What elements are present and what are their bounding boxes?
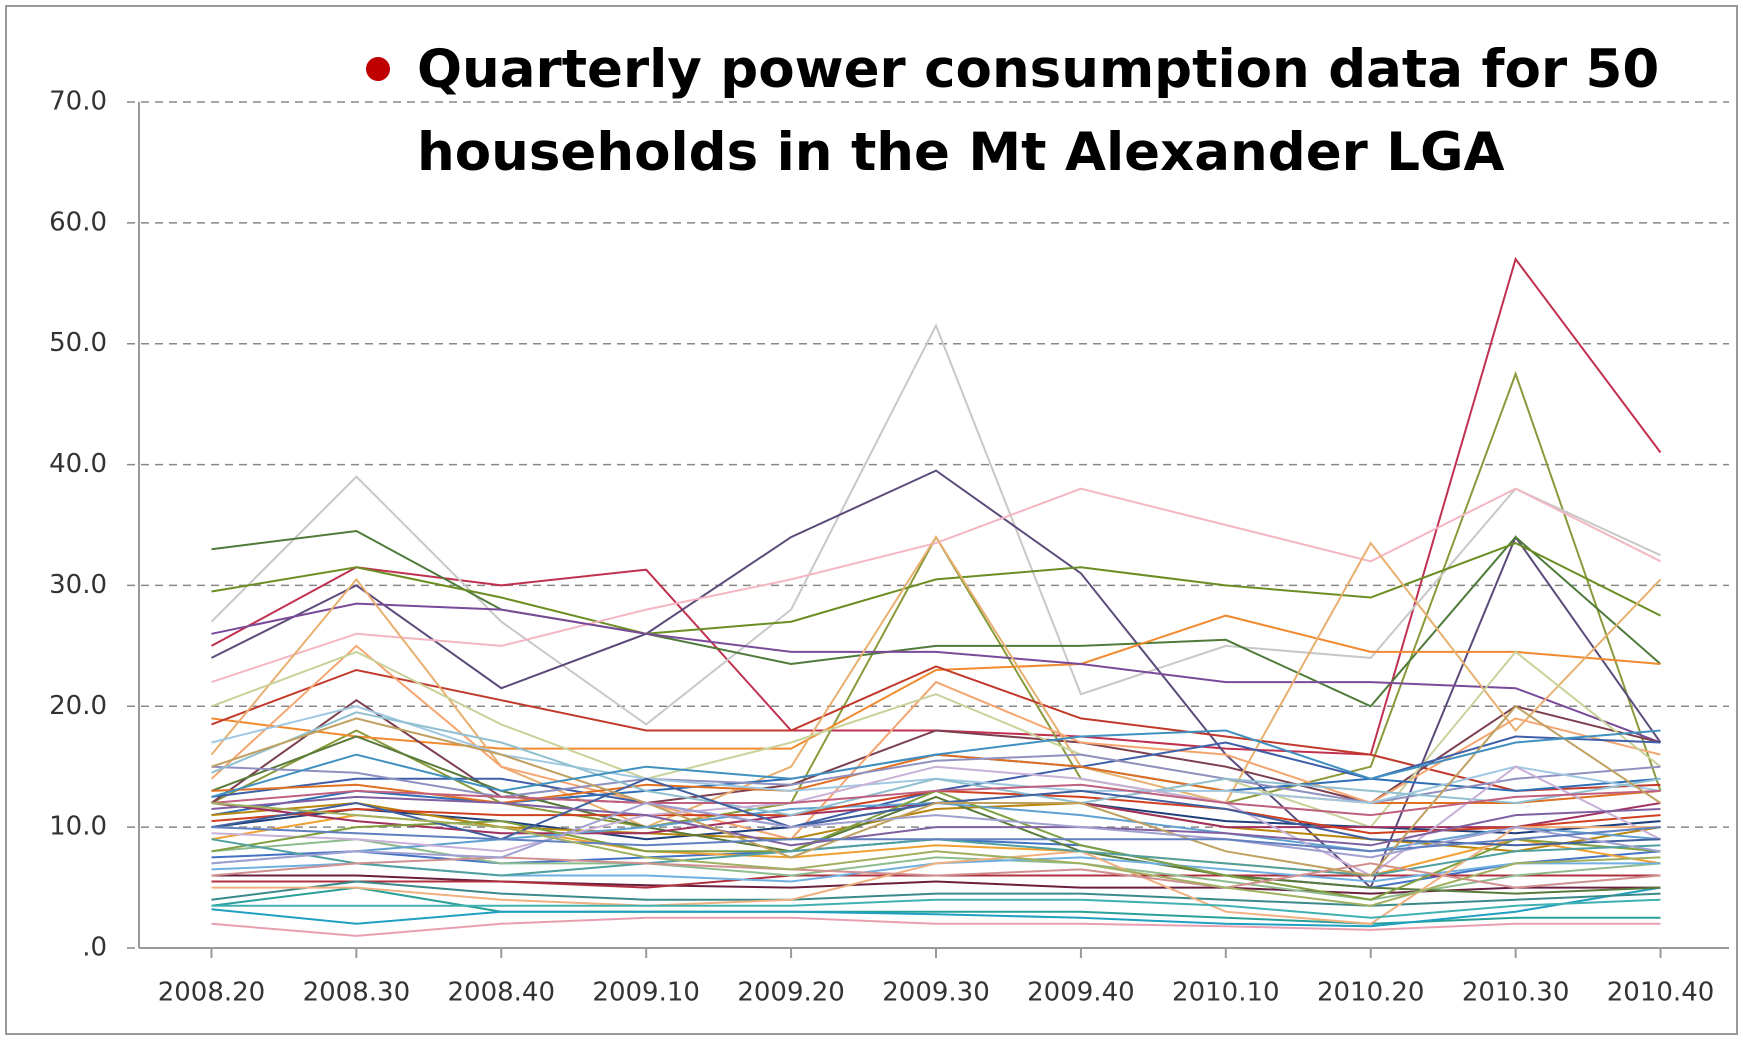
x-tick-label: 2010.40 [1607,978,1715,1008]
series-line [210,323,1661,726]
series-line [211,765,1661,877]
chart-frame [5,5,1738,1035]
bullet [366,57,390,81]
series-line [211,614,1661,750]
y-tick-label: 10.0 [49,812,107,842]
series-line [210,535,1662,829]
y-tick-label: 30.0 [49,570,107,600]
y-tick-label: 50.0 [49,328,107,358]
series-line [211,704,1662,877]
series-line [211,826,1661,853]
series-line [211,783,1661,817]
series-line [211,256,1662,756]
series-line [210,644,1661,841]
x-tick-label: 2010.30 [1462,978,1570,1008]
y-tick-label: 40.0 [49,449,107,479]
series-line [211,916,1661,937]
y-tick-label: 20.0 [49,691,107,721]
series-line [211,729,1661,798]
series-line [211,711,1661,817]
y-tick-label: 70.0 [49,87,107,117]
x-tick-label: 2009.10 [592,978,700,1008]
series-line [211,802,1661,835]
x-tick-label: 2009.20 [737,978,845,1008]
series-line [211,542,1661,635]
series-line [211,650,1662,829]
x-tick-label: 2008.20 [158,978,266,1008]
series-line [211,370,1662,829]
y-tick-label: 60.0 [49,207,107,237]
series-line [211,735,1661,895]
series-line [211,856,1661,889]
series-line [210,698,1661,805]
series-line [211,802,1661,907]
series-line [211,602,1661,744]
series-line [211,529,1662,708]
x-tick-label: 2010.20 [1317,978,1425,1008]
chart-title: Quarterly power consumption data for 50 … [417,39,1660,183]
series-line [211,898,1661,919]
series-line [211,795,1661,847]
series-line [211,735,1661,829]
x-tick-label: 2009.40 [1027,978,1135,1008]
x-tick-label: 2008.30 [303,978,411,1008]
x-tick-label: 2008.40 [448,978,556,1008]
series-line [211,487,1661,684]
y-tick-label: .0 [82,933,107,963]
series-line [211,880,1661,907]
x-tick-label: 2010.10 [1172,978,1280,1008]
series-line [211,886,1661,928]
x-tick-label: 2009.30 [882,978,990,1008]
